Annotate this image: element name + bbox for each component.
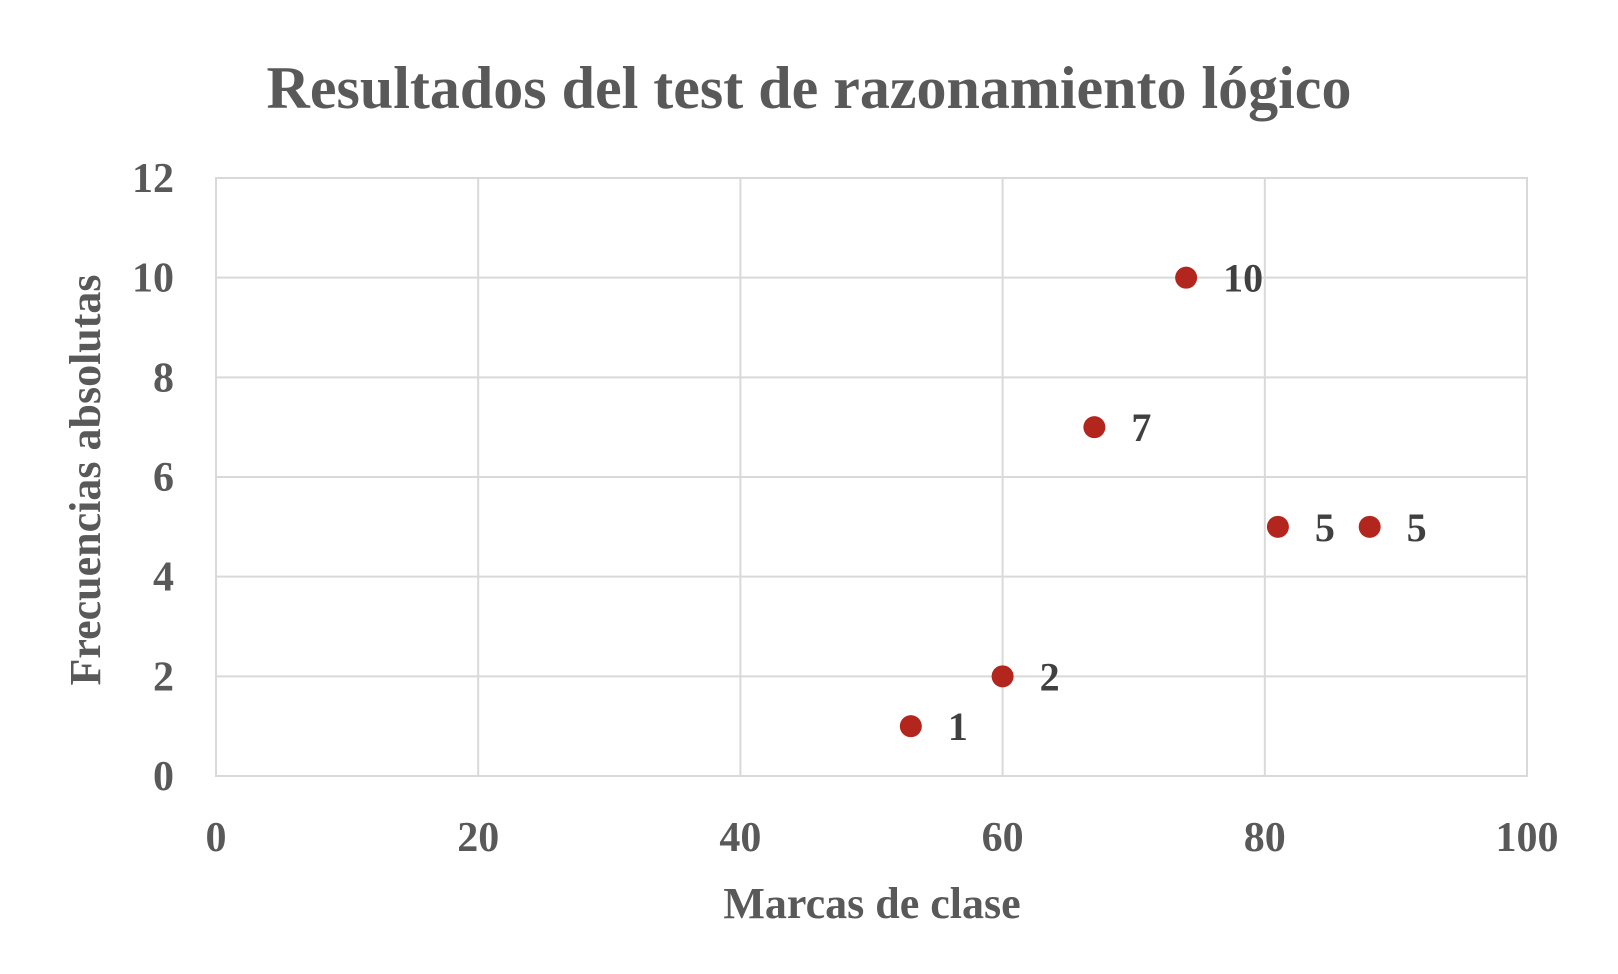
y-tick-label: 4 — [153, 555, 174, 601]
data-label: 10 — [1223, 256, 1263, 301]
data-label: 5 — [1315, 505, 1335, 550]
data-point — [1266, 515, 1289, 538]
y-tick-label: 10 — [132, 256, 174, 302]
x-tick-label: 80 — [1244, 815, 1286, 861]
y-axis-title: Frecuencias absolutas — [61, 274, 110, 685]
data-label: 5 — [1407, 505, 1427, 550]
data-point — [899, 715, 922, 738]
y-axis-ticks: 0 2 4 6 8 10 12 — [132, 156, 174, 800]
data-labels: 1 2 7 10 5 5 — [948, 256, 1427, 750]
x-tick-label: 20 — [457, 815, 499, 861]
data-point — [1175, 266, 1198, 289]
y-tick-label: 8 — [153, 355, 174, 401]
y-tick-label: 0 — [153, 754, 174, 800]
data-label: 1 — [948, 704, 968, 749]
y-tick-label: 12 — [132, 156, 174, 202]
data-point — [991, 665, 1014, 688]
gridlines — [215, 177, 1528, 777]
x-tick-label: 40 — [719, 815, 761, 861]
data-point — [1083, 416, 1106, 439]
x-axis-ticks: 0 20 40 60 80 100 — [206, 815, 1559, 861]
chart-title: Resultados del test de razonamiento lógi… — [267, 55, 1352, 121]
x-axis-title: Marcas de clase — [723, 879, 1020, 928]
x-tick-label: 100 — [1496, 815, 1559, 861]
plot-area-border — [215, 177, 1528, 777]
x-tick-label: 0 — [206, 815, 227, 861]
data-label: 2 — [1040, 654, 1060, 699]
x-tick-label: 60 — [982, 815, 1024, 861]
data-points — [899, 266, 1381, 738]
y-tick-label: 2 — [153, 654, 174, 700]
data-point — [1358, 515, 1381, 538]
data-label: 7 — [1131, 405, 1151, 450]
y-tick-label: 6 — [153, 455, 174, 501]
